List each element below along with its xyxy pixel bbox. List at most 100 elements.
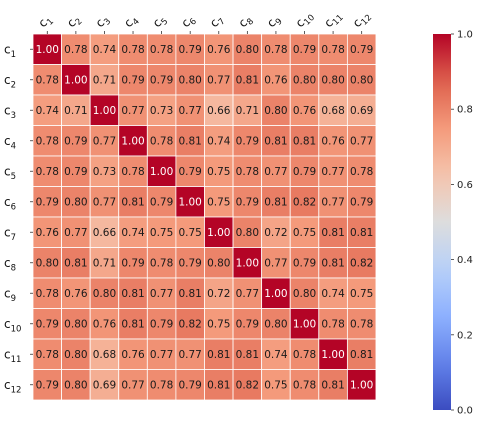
cell-value-label: 0.77 xyxy=(121,105,144,117)
cell-value-label: 0.81 xyxy=(236,75,259,87)
heatmap-cell xyxy=(61,277,91,309)
colorbar-gradient xyxy=(433,34,451,410)
y-tick-label: c6 xyxy=(4,195,16,213)
heatmap-cell xyxy=(232,186,263,218)
heatmap-cell xyxy=(61,369,91,401)
heatmap-cell xyxy=(146,247,177,279)
cell-value-label: 0.78 xyxy=(36,349,59,361)
x-tick-label: c5 xyxy=(150,16,171,31)
heatmap-cell xyxy=(204,64,234,96)
cell-value-label: 0.75 xyxy=(178,227,201,239)
cell-value-label: 0.81 xyxy=(121,288,144,300)
heatmap-cell xyxy=(346,308,377,340)
cell-value-label: 1.00 xyxy=(93,105,116,117)
cell-value-label: 0.76 xyxy=(321,136,345,148)
heatmap-cell xyxy=(175,277,205,309)
heatmap-cell xyxy=(261,277,291,309)
heatmap-cell xyxy=(32,125,62,157)
cell-value-label: 0.79 xyxy=(293,166,316,178)
cell-value-label: 0.79 xyxy=(150,319,173,331)
heatmap-cell xyxy=(32,155,62,187)
cell-value-label: 0.76 xyxy=(121,349,145,361)
heatmap-cell xyxy=(289,369,320,401)
heatmap-cell xyxy=(346,33,377,65)
cell-value-label: 0.74 xyxy=(93,44,117,56)
cell-value-label: 0.80 xyxy=(264,105,287,117)
heatmap-cell xyxy=(232,33,263,65)
svg-text:c3: c3 xyxy=(93,12,114,33)
heatmap-cell xyxy=(175,369,205,401)
heatmap-cell xyxy=(261,338,291,370)
cell-value-label: 0.77 xyxy=(64,227,87,239)
heatmap-cell xyxy=(61,155,91,187)
heatmap-cell xyxy=(289,64,320,96)
cell-value-label: 0.74 xyxy=(321,288,345,300)
heatmap-cell xyxy=(232,64,263,96)
heatmap-cell xyxy=(118,64,148,96)
x-tick-label: c12 xyxy=(350,8,374,32)
cell-value-label: 0.79 xyxy=(236,319,259,331)
cell-value-label: 0.79 xyxy=(350,44,373,56)
cell-value-label: 0.79 xyxy=(64,136,87,148)
cell-value-label: 0.79 xyxy=(36,319,59,331)
cell-value-label: 0.79 xyxy=(36,380,59,392)
y-tick-label: c2 xyxy=(4,73,16,91)
cell-value-label: 0.78 xyxy=(321,319,344,331)
cell-value-label: 0.77 xyxy=(150,349,173,361)
cell-value-label: 0.77 xyxy=(264,166,287,178)
cell-value-label: 0.71 xyxy=(236,105,259,117)
y-tick-labels: c1 c2 c3 c4 c5 c6 c7 c8 c9 c10 c11 c12 xyxy=(4,42,33,395)
cell-value-label: 0.81 xyxy=(264,197,287,209)
cell-value-label: 0.69 xyxy=(350,105,373,117)
heatmap-cell xyxy=(204,308,234,340)
svg-text:c4: c4 xyxy=(121,12,142,33)
cell-value-label: 0.82 xyxy=(178,319,201,331)
cell-value-label: 1.00 xyxy=(350,380,373,392)
cell-value-label: 0.80 xyxy=(64,319,87,331)
cell-value-label: 0.81 xyxy=(321,258,344,270)
colorbar-tick-label: 0.2 xyxy=(457,330,473,341)
cell-value-label: 0.78 xyxy=(350,166,373,178)
cell-value-label: 0.78 xyxy=(36,75,59,87)
cell-value-label: 0.80 xyxy=(36,258,59,270)
heatmap-cell xyxy=(261,125,291,157)
heatmap-cell xyxy=(318,247,348,279)
cell-value-label: 0.79 xyxy=(178,166,201,178)
heatmap-cell xyxy=(146,216,177,248)
cell-value-label: 0.78 xyxy=(150,258,173,270)
cell-value-label: 0.81 xyxy=(64,258,87,270)
cell-value-label: 1.00 xyxy=(293,319,316,331)
svg-text:c12: c12 xyxy=(350,8,374,32)
cell-value-label: 0.80 xyxy=(64,380,87,392)
cell-value-label: 0.79 xyxy=(293,258,316,270)
heatmap-cell xyxy=(232,277,263,309)
cell-value-label: 0.79 xyxy=(178,258,201,270)
heatmap-cell xyxy=(146,155,177,187)
heatmap-cell xyxy=(204,186,234,218)
colorbar-tick-label: 0.0 xyxy=(457,406,473,417)
heatmap-cell xyxy=(32,338,62,370)
cell-value-label: 0.81 xyxy=(350,349,373,361)
heatmap-cell xyxy=(118,308,148,340)
cell-value-label: 0.80 xyxy=(93,288,116,300)
heatmap-cell xyxy=(318,308,348,340)
cell-value-label: 0.75 xyxy=(150,227,173,239)
cell-value-label: 0.77 xyxy=(178,349,201,361)
svg-text:c9: c9 xyxy=(264,12,285,33)
heatmap-cell xyxy=(204,338,234,370)
y-tick-label: c3 xyxy=(4,103,16,121)
cell-value-label: 0.78 xyxy=(293,380,316,392)
cell-value-label: 0.81 xyxy=(321,227,344,239)
heatmap-cell xyxy=(175,216,205,248)
heatmap-cell xyxy=(346,247,377,279)
cell-value-label: 0.82 xyxy=(293,197,316,209)
heatmap-cell xyxy=(346,277,377,309)
heatmap-cell xyxy=(89,338,120,370)
cell-value-label: 0.79 xyxy=(36,197,59,209)
cell-value-label: 1.00 xyxy=(121,136,144,148)
cell-value-label: 0.76 xyxy=(36,227,60,239)
x-tick-label: c4 xyxy=(121,12,142,33)
x-tick-label: c7 xyxy=(207,16,228,31)
cell-value-label: 0.77 xyxy=(207,75,230,87)
cell-value-label: 0.80 xyxy=(64,197,87,209)
